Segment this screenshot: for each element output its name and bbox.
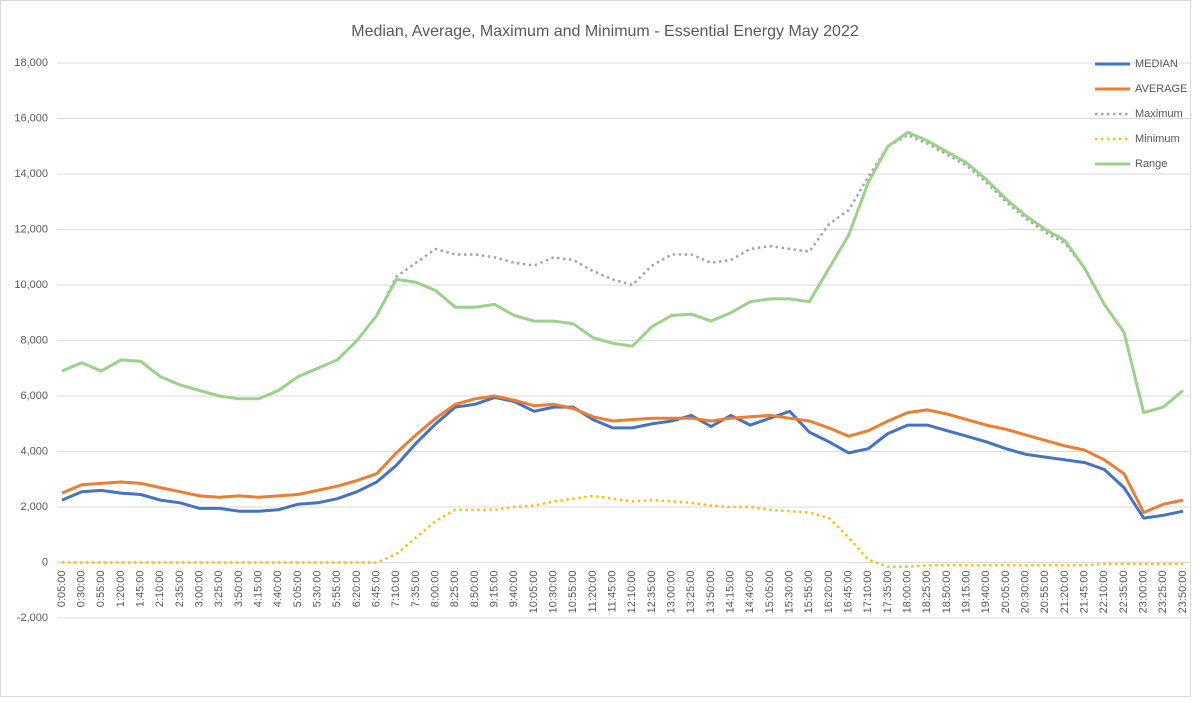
x-tick-label: 23:00:00 (1138, 571, 1150, 614)
x-tick-label: 22:10:00 (1098, 571, 1110, 614)
x-tick-label: 23:50:00 (1177, 571, 1189, 614)
series-line (61, 394, 1184, 514)
series-line (61, 133, 1184, 414)
x-tick-label: 15:30:00 (784, 571, 796, 614)
x-tick-label: 8:50:00 (469, 571, 481, 608)
x-tick-label: 18:00:00 (902, 571, 914, 614)
x-tick-label: 7:10:00 (390, 571, 402, 608)
y-tick-label: -2,000 (17, 612, 48, 624)
x-tick-label: 16:45:00 (843, 571, 855, 614)
x-tick-label: 17:10:00 (862, 571, 874, 614)
x-tick-label: 13:00:00 (666, 571, 678, 614)
x-tick-label: 10:30:00 (548, 571, 560, 614)
x-tick-label: 7:35:00 (410, 571, 422, 608)
legend-label: AVERAGE (1135, 83, 1187, 95)
x-tick-label: 13:25:00 (685, 571, 697, 614)
x-tick-label: 15:55:00 (803, 571, 815, 614)
x-tick-label: 0:05:00 (56, 571, 68, 608)
x-tick-label: 17:35:00 (882, 571, 894, 614)
y-tick-label: 2,000 (20, 501, 48, 513)
x-tick-label: 3:25:00 (213, 571, 225, 608)
series-line (61, 395, 1184, 520)
y-tick-label: 16,000 (14, 112, 48, 124)
y-tick-label: 10,000 (14, 279, 48, 291)
legend-label: Minimum (1135, 133, 1180, 145)
y-tick-label: 12,000 (14, 223, 48, 235)
x-tick-label: 18:50:00 (941, 571, 953, 614)
x-tick-label: 19:40:00 (980, 571, 992, 614)
y-tick-label: 0 (42, 556, 48, 568)
x-tick-label: 1:20:00 (115, 571, 127, 608)
x-tick-label: 8:25:00 (449, 571, 461, 608)
x-tick-label: 4:40:00 (272, 571, 284, 608)
legend-label: MEDIAN (1135, 58, 1178, 70)
legend-label: Range (1135, 158, 1167, 170)
x-tick-label: 19:15:00 (961, 571, 973, 614)
x-tick-label: 18:25:00 (921, 571, 933, 614)
y-tick-label: 4,000 (20, 445, 48, 457)
x-tick-label: 12:10:00 (626, 571, 638, 614)
x-tick-label: 6:45:00 (371, 571, 383, 608)
x-tick-label: 1:45:00 (135, 571, 147, 608)
x-tick-label: 14:40:00 (744, 571, 756, 614)
x-tick-label: 23:25:00 (1157, 571, 1169, 614)
x-tick-label: 11:45:00 (607, 571, 619, 613)
x-tick-label: 14:15:00 (725, 571, 737, 614)
x-tick-label: 8:00:00 (430, 571, 442, 608)
x-tick-label: 2:35:00 (174, 571, 186, 608)
x-tick-label: 12:35:00 (646, 571, 658, 614)
x-tick-label: 4:15:00 (253, 571, 265, 608)
x-tick-label: 9:15:00 (489, 571, 501, 608)
x-tick-label: 3:00:00 (194, 571, 206, 608)
x-tick-label: 21:45:00 (1079, 571, 1091, 614)
chart-title: Median, Average, Maximum and Minimum - E… (351, 23, 859, 40)
x-tick-label: 5:55:00 (331, 571, 343, 608)
x-tick-label: 11:20:00 (587, 571, 599, 613)
series-line (62, 494, 1183, 568)
y-tick-label: 8,000 (20, 334, 48, 346)
x-tick-label: 9:40:00 (508, 571, 520, 608)
x-tick-label: 16:20:00 (823, 571, 835, 614)
x-tick-label: 3:50:00 (233, 571, 245, 608)
x-tick-label: 13:50:00 (705, 571, 717, 614)
x-tick-label: 6:20:00 (351, 571, 363, 608)
y-tick-label: 18,000 (14, 57, 48, 69)
x-tick-label: 20:30:00 (1020, 571, 1032, 614)
series-line (61, 130, 1184, 415)
x-tick-label: 10:05:00 (528, 571, 540, 614)
x-tick-label: 5:05:00 (292, 571, 304, 608)
x-tick-label: 22:35:00 (1118, 571, 1130, 614)
legend-label: Maximum (1135, 108, 1183, 120)
y-tick-label: 6,000 (20, 390, 48, 402)
x-tick-label: 5:30:00 (312, 571, 324, 608)
x-tick-label: 2:10:00 (154, 571, 166, 608)
x-tick-label: 0:30:00 (76, 571, 88, 608)
x-tick-label: 20:55:00 (1039, 571, 1051, 614)
x-tick-label: 21:20:00 (1059, 571, 1071, 614)
y-tick-label: 14,000 (14, 168, 48, 180)
x-tick-label: 0:55:00 (95, 571, 107, 608)
x-tick-label: 20:05:00 (1000, 571, 1012, 614)
x-tick-label: 15:05:00 (764, 571, 776, 614)
x-tick-label: 10:55:00 (567, 571, 579, 614)
